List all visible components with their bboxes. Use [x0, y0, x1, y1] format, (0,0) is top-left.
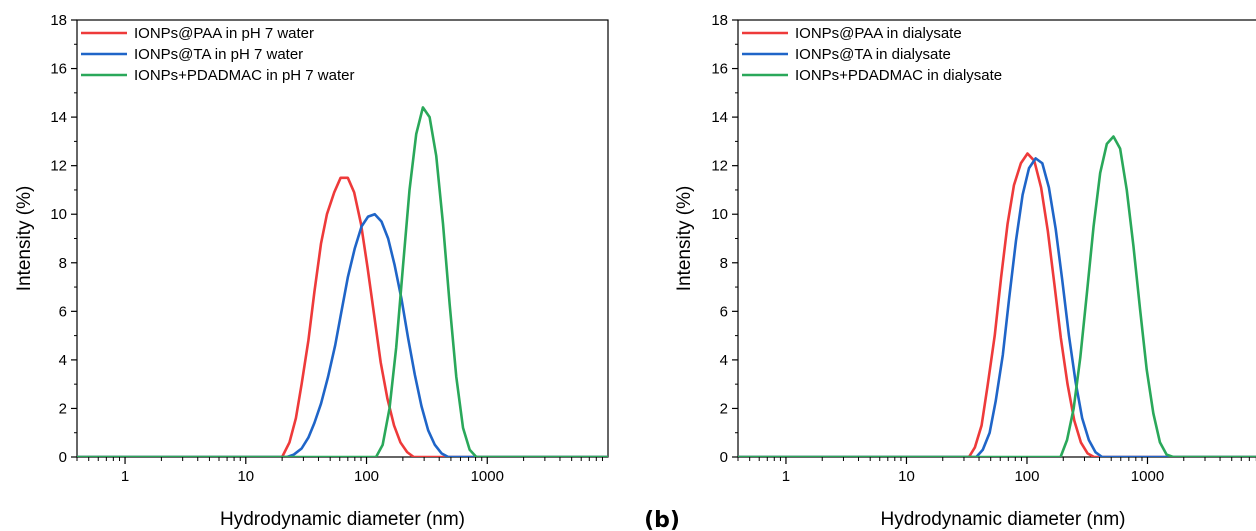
- panel-b-chart: 0 2 4 6 8 10 12 14 16 18 1 10 100 1000 Hydrodynamic di…: [674, 12, 1256, 530]
- legend-label-3: IONPs+PDADMAC in pH 7 water: [134, 67, 354, 84]
- y-tick-label: 2: [720, 400, 728, 417]
- legend-label-3: IONPs+PDADMAC in dialysate: [795, 67, 1002, 84]
- x-tick-label: 1: [782, 468, 790, 485]
- legend-label-2: IONPs@TA in pH 7 water: [134, 46, 303, 63]
- y-tick-label: 0: [720, 449, 728, 466]
- x-axis-label: Hydrodynamic diameter (nm): [881, 509, 1126, 530]
- x-tick-label: 10: [237, 468, 254, 485]
- y-tick-label: 18: [711, 12, 728, 29]
- series-line-2: [77, 212, 608, 457]
- y-tick-label: 10: [50, 206, 67, 223]
- x-tick-label: 100: [1014, 468, 1039, 485]
- series-line-2: [738, 157, 1256, 457]
- y-tick-label: 16: [50, 61, 67, 78]
- panel-letter-b: (b): [644, 508, 680, 531]
- y-tick-label: 2: [59, 400, 67, 417]
- x-tick-label: 1000: [471, 468, 504, 485]
- x-tick-label: 100: [354, 468, 379, 485]
- y-tick-label: 0: [59, 449, 67, 466]
- y-axis-label: Intensity (%): [14, 186, 35, 292]
- plot-frame: [76, 19, 609, 458]
- legend-label-1: IONPs@PAA in pH 7 water: [134, 25, 314, 42]
- x-tick-label: 1000: [1131, 468, 1164, 485]
- y-tick-label: 8: [59, 255, 67, 272]
- panel-a-chart: 0 2 4 6 8 10 12 14 16 18 1 10 100 1000 Hydrodynamic di…: [14, 12, 609, 530]
- y-tick-label: 6: [720, 303, 728, 320]
- series-line-1: [77, 176, 608, 457]
- y-tick-label: 18: [50, 12, 67, 29]
- y-tick-label: 14: [711, 109, 728, 126]
- y-tick-label: 12: [711, 158, 728, 175]
- y-tick-label: 4: [720, 352, 728, 369]
- series-group: [738, 135, 1256, 457]
- series-line-3: [738, 135, 1256, 457]
- y-tick-label: 6: [59, 303, 67, 320]
- x-tick-label: 1: [121, 468, 129, 485]
- series-line-1: [738, 152, 1256, 457]
- y-tick-label: 10: [711, 206, 728, 223]
- y-tick-label: 8: [720, 255, 728, 272]
- y-axis-label: Intensity (%): [674, 186, 695, 292]
- legend-label-2: IONPs@TA in dialysate: [795, 46, 951, 63]
- legend-label-1: IONPs@PAA in dialysate: [795, 25, 962, 42]
- x-axis-label: Hydrodynamic diameter (nm): [220, 509, 465, 530]
- y-tick-label: 12: [50, 158, 67, 175]
- y-tick-label: 16: [711, 61, 728, 78]
- series-group: [77, 106, 608, 457]
- y-tick-label: 4: [59, 352, 67, 369]
- x-tick-label: 10: [898, 468, 915, 485]
- series-line-3: [77, 106, 608, 457]
- y-tick-label: 14: [50, 109, 67, 126]
